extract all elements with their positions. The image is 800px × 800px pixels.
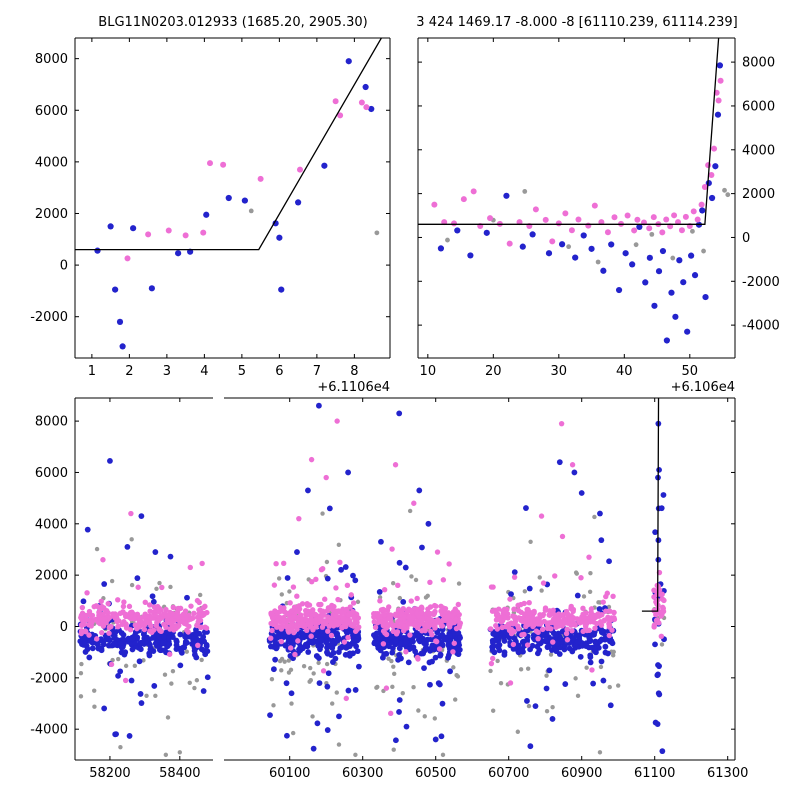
svg-text:60100: 60100 <box>269 766 310 781</box>
svg-text:6000: 6000 <box>35 466 68 481</box>
svg-text:2: 2 <box>125 364 133 379</box>
svg-text:5: 5 <box>238 364 246 379</box>
svg-text:30: 30 <box>551 364 568 379</box>
svg-text:6000: 6000 <box>742 99 775 114</box>
svg-text:3: 3 <box>163 364 171 379</box>
subplot-title-left: BLG11N0203.012933 (1685.20, 2905.30) <box>98 15 368 30</box>
svg-text:-2000: -2000 <box>30 671 68 686</box>
svg-text:10: 10 <box>420 364 437 379</box>
svg-text:8000: 8000 <box>35 415 68 430</box>
svg-text:2000: 2000 <box>35 569 68 584</box>
svg-text:58400: 58400 <box>159 766 200 781</box>
svg-text:8: 8 <box>350 364 358 379</box>
svg-text:4000: 4000 <box>742 143 775 158</box>
svg-text:1: 1 <box>88 364 96 379</box>
svg-text:4: 4 <box>200 364 208 379</box>
svg-text:4000: 4000 <box>35 517 68 532</box>
svg-text:6000: 6000 <box>35 104 68 119</box>
svg-text:60300: 60300 <box>342 766 383 781</box>
svg-text:60700: 60700 <box>488 766 529 781</box>
subplot-top-right: 10 20 30 40 50 -4000 -2000 0 2000 4000 6000 8000 +6.… <box>417 37 780 395</box>
svg-text:40: 40 <box>616 364 633 379</box>
svg-text:8000: 8000 <box>35 52 68 67</box>
svg-text:+6.106e4: +6.106e4 <box>671 380 735 395</box>
svg-text:0: 0 <box>742 231 750 246</box>
svg-text:61100: 61100 <box>634 766 675 781</box>
subplot-bottom: 58200 58400 60100 60300 60500 60700 60900 61100… <box>30 397 748 781</box>
svg-text:-4000: -4000 <box>30 723 68 738</box>
svg-text:20: 20 <box>485 364 502 379</box>
svg-text:2000: 2000 <box>742 187 775 202</box>
svg-text:2000: 2000 <box>35 207 68 222</box>
svg-text:+6.1106e4: +6.1106e4 <box>317 380 390 395</box>
subplot-title-right: 3 424 1469.17 -8.000 -8 [61110.239, 6111… <box>416 15 738 30</box>
svg-text:-2000: -2000 <box>742 275 780 290</box>
svg-text:8000: 8000 <box>742 56 775 71</box>
svg-text:4000: 4000 <box>35 155 68 170</box>
svg-text:-2000: -2000 <box>30 310 68 325</box>
svg-text:0: 0 <box>60 620 68 635</box>
svg-text:-4000: -4000 <box>742 319 780 334</box>
svg-text:58200: 58200 <box>89 766 130 781</box>
svg-text:60500: 60500 <box>415 766 456 781</box>
svg-text:50: 50 <box>682 364 699 379</box>
svg-text:7: 7 <box>313 364 321 379</box>
svg-text:61300: 61300 <box>707 766 748 781</box>
subplot-top-left: 1 2 3 4 5 6 7 8 -2000 0 2000 4000 6000 8000 +6.1106e4 <box>30 37 391 395</box>
svg-text:0: 0 <box>60 259 68 274</box>
svg-text:60900: 60900 <box>561 766 602 781</box>
svg-text:6: 6 <box>275 364 283 379</box>
